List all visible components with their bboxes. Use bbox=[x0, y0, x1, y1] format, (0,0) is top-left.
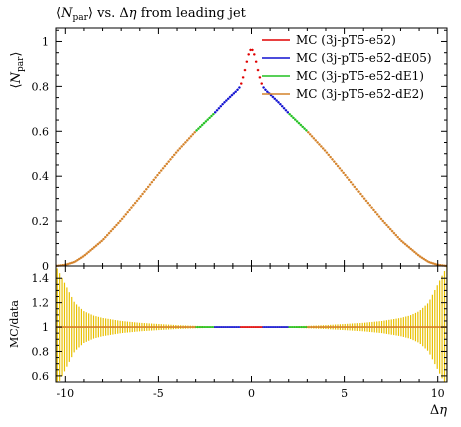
x-tick-label: -10 bbox=[56, 387, 74, 400]
legend-label: MC (3j-pT5-e52) bbox=[296, 33, 396, 47]
x-axis-title: Δη bbox=[430, 403, 447, 418]
ratio-x-ticks: -10 -5 0 5 10 bbox=[56, 266, 445, 400]
main-y-tick-label: 0 bbox=[42, 260, 49, 273]
legend-label: MC (3j-pT5-e52-dE2) bbox=[296, 87, 424, 101]
ratio-y-tick-label: 1.2 bbox=[32, 297, 50, 310]
x-tick-label: -5 bbox=[153, 387, 164, 400]
main-plot-panel: 00.20.40.60.81 ⟨Npar⟩ MC (3j-pT5-e52)MC … bbox=[9, 27, 448, 273]
main-y-tick-label: 0.6 bbox=[32, 125, 50, 138]
ratio-y-tick-label: 0.8 bbox=[32, 345, 50, 358]
main-y-ticks: 0 0.2 0.4 0.6 0.8 1 bbox=[32, 29, 447, 273]
legend-label: MC (3j-pT5-e52-dE1) bbox=[296, 69, 424, 83]
ratio-y-tick-label: 0.6 bbox=[32, 370, 50, 383]
plot-title: ⟨Npar⟩ vs. Δη from leading jet bbox=[56, 6, 247, 23]
x-tick-label: 5 bbox=[341, 387, 348, 400]
legend-label: MC (3j-pT5-e52-dE05) bbox=[296, 51, 432, 65]
main-y-axis-title: ⟨Npar⟩ bbox=[9, 52, 26, 89]
ratio-y-ticks: 0.6 0.8 1 1.2 1.4 bbox=[32, 272, 447, 383]
ratio-y-tick-label: 1 bbox=[42, 321, 49, 334]
main-x-ticks bbox=[64, 28, 439, 266]
main-y-tick-label: 0.8 bbox=[32, 80, 50, 93]
main-y-tick-label: 0.4 bbox=[32, 170, 50, 183]
main-y-tick-label: 0.2 bbox=[32, 215, 50, 228]
ratio-y-axis-title: MC/data bbox=[8, 300, 21, 348]
ratio-plot-panel: 0.6 0.8 1 1.2 1.4 -10 -5 0 5 10 MC/data Δη bbox=[8, 265, 448, 418]
ratio-y-tick-label: 1.4 bbox=[32, 272, 50, 285]
legend: MC (3j-pT5-e52) MC (3j-pT5-e52-dE05) MC (3… bbox=[262, 33, 432, 101]
ratio-error-band bbox=[56, 266, 448, 382]
x-tick-label: 10 bbox=[431, 387, 445, 400]
x-tick-label: 0 bbox=[248, 387, 255, 400]
main-y-tick-label: 1 bbox=[42, 35, 49, 48]
